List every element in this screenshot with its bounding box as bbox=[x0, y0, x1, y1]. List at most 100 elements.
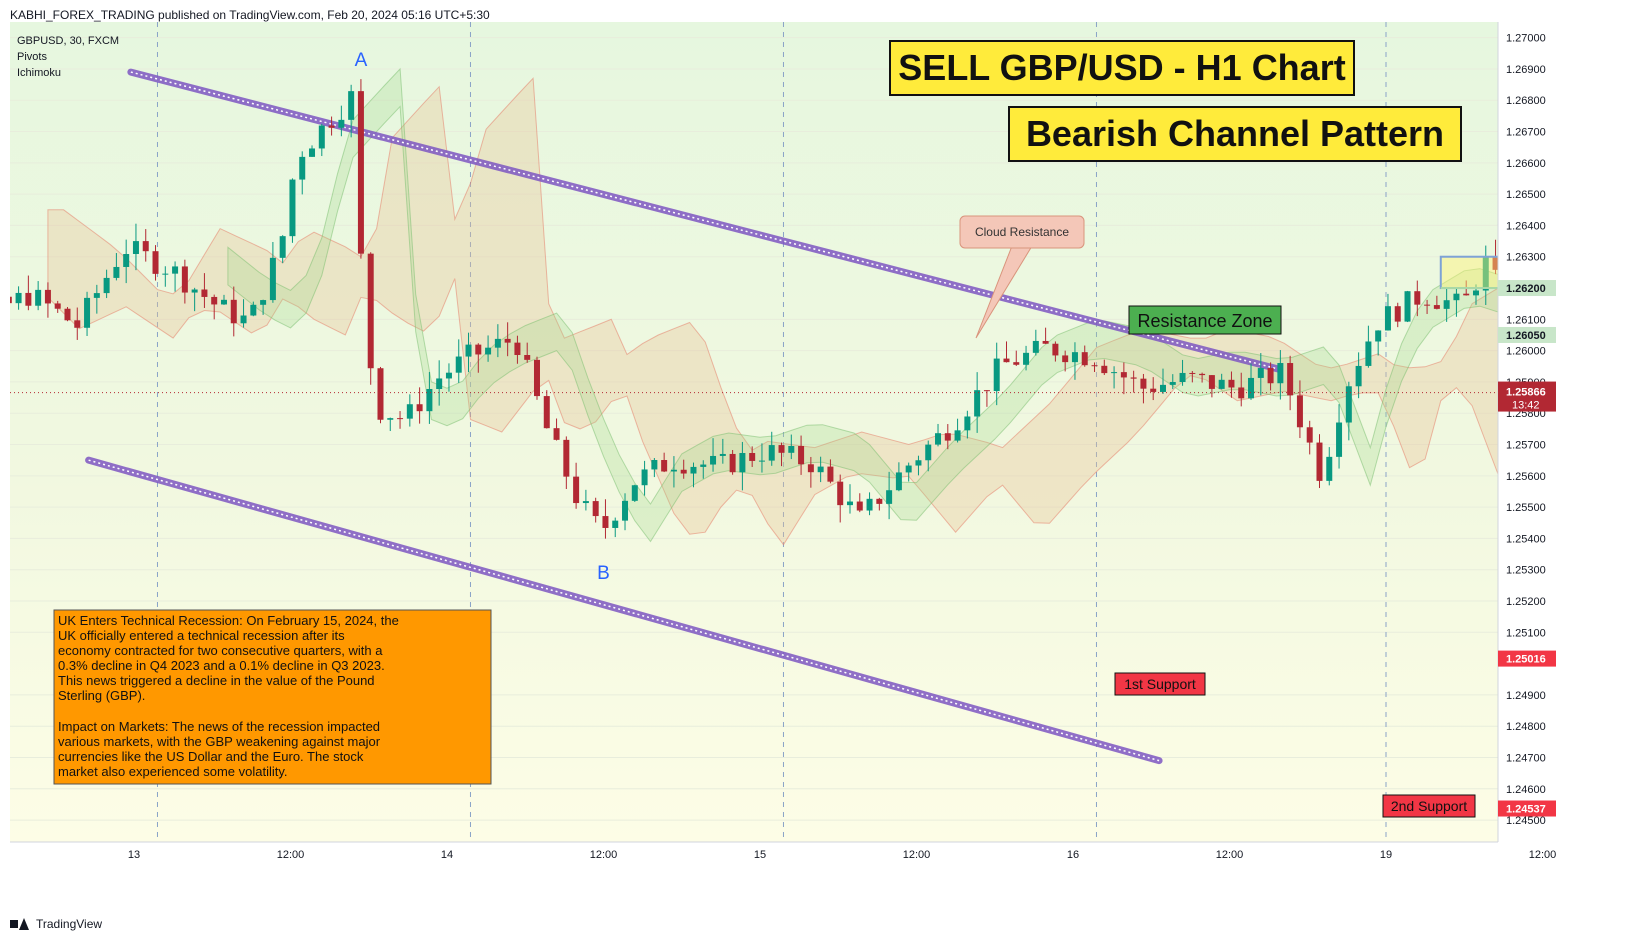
candle-body bbox=[592, 501, 599, 517]
candle-body bbox=[1443, 300, 1450, 309]
candle-body bbox=[211, 296, 218, 305]
candle-body bbox=[377, 368, 384, 420]
candle-body bbox=[651, 460, 658, 470]
candle-body bbox=[250, 304, 257, 316]
candle-body bbox=[1042, 340, 1049, 344]
candle-body bbox=[768, 445, 775, 461]
candle-body bbox=[74, 320, 81, 328]
candle-body bbox=[172, 266, 179, 274]
price-tick-label: 1.26600 bbox=[1506, 158, 1546, 170]
candle-body bbox=[856, 501, 863, 511]
candle-body bbox=[1013, 362, 1020, 365]
candle-body bbox=[886, 490, 893, 504]
candle-body bbox=[1199, 373, 1206, 376]
candle-body bbox=[103, 277, 110, 294]
cloud-resistance-label: Cloud Resistance bbox=[975, 225, 1069, 239]
candle-body bbox=[494, 338, 501, 348]
time-tick-label: 12:00 bbox=[590, 849, 618, 861]
candle-body bbox=[191, 289, 198, 293]
candle-body bbox=[925, 444, 932, 461]
chart-container[interactable]: ABCD GBPUSD, 30, FXCM Pivots Ichimoku SE… bbox=[0, 22, 1634, 912]
price-tick-label: 1.24500 bbox=[1506, 815, 1546, 827]
resistance-zone-tag: Resistance Zone bbox=[1128, 305, 1282, 335]
candle-body bbox=[1032, 340, 1039, 353]
candle-body bbox=[387, 418, 394, 420]
candle-body bbox=[944, 433, 951, 441]
candle-body bbox=[964, 416, 971, 431]
candle-body bbox=[1169, 382, 1176, 385]
candle-body bbox=[220, 299, 227, 305]
price-tick-label: 1.25100 bbox=[1506, 627, 1546, 639]
candle-body bbox=[1326, 456, 1333, 481]
price-tick-label: 1.25200 bbox=[1506, 596, 1546, 608]
price-chart[interactable]: ABCD GBPUSD, 30, FXCM Pivots Ichimoku SE… bbox=[0, 22, 1634, 912]
price-tick-label: 1.27000 bbox=[1506, 33, 1546, 45]
news-line-5: This news triggered a decline in the val… bbox=[58, 673, 375, 688]
price-tick-label: 1.25500 bbox=[1506, 502, 1546, 514]
news-line-3: economy contracted for two consecutive q… bbox=[58, 643, 383, 658]
time-tick-label: 13 bbox=[128, 849, 140, 861]
candle-body bbox=[1472, 290, 1479, 296]
candle-body bbox=[778, 445, 785, 453]
time-tick-label: 12:00 bbox=[903, 849, 931, 861]
candle-body bbox=[739, 452, 746, 473]
candle-body bbox=[35, 289, 42, 306]
price-tick-label: 1.26100 bbox=[1506, 314, 1546, 326]
candle-body bbox=[661, 460, 668, 472]
support-1-label: 1st Support bbox=[1124, 676, 1196, 692]
candle-body bbox=[240, 315, 247, 324]
candle-body bbox=[1071, 352, 1078, 363]
news-line-1: UK Enters Technical Recession: On Februa… bbox=[58, 613, 399, 628]
price-tick-label: 1.26800 bbox=[1506, 95, 1546, 107]
candle-body bbox=[974, 390, 981, 417]
candle-body bbox=[915, 460, 922, 466]
candle-body bbox=[338, 119, 345, 128]
candle-body bbox=[15, 292, 22, 304]
news-line-10: market also experienced some volatility. bbox=[58, 764, 288, 779]
candle-body bbox=[1306, 427, 1313, 443]
candle-body bbox=[1179, 372, 1186, 383]
candle-body bbox=[563, 439, 570, 477]
price-axis-background bbox=[1498, 22, 1560, 912]
price-tick-label: 1.24800 bbox=[1506, 721, 1546, 733]
axis-layer[interactable]: 1.27000 1.26900 1.26800 1.26700 1.26600 1.265… bbox=[10, 22, 1560, 912]
candle-body bbox=[426, 388, 433, 412]
tradingview-brand[interactable]: TradingView bbox=[10, 914, 102, 934]
candle-body bbox=[905, 465, 912, 473]
candle-body bbox=[895, 472, 902, 491]
candle-body bbox=[357, 91, 364, 254]
candle-body bbox=[680, 469, 687, 474]
candle-body bbox=[348, 91, 355, 120]
candle-body bbox=[1316, 442, 1323, 481]
candle-body bbox=[1003, 358, 1010, 363]
candle-body bbox=[1355, 365, 1362, 387]
candle-body bbox=[260, 300, 267, 305]
candle-body bbox=[1062, 355, 1069, 363]
candle-body bbox=[817, 466, 824, 473]
candle-body bbox=[1267, 368, 1274, 384]
candle-body bbox=[318, 125, 325, 149]
candle-body bbox=[749, 452, 756, 461]
candle-body bbox=[846, 501, 853, 506]
candle-body bbox=[465, 344, 472, 357]
candle-body bbox=[612, 520, 619, 528]
candle-body bbox=[719, 453, 726, 456]
candle-body bbox=[1482, 256, 1489, 291]
cloud-resistance-callout: Cloud Resistance bbox=[959, 215, 1085, 339]
candle-body bbox=[1101, 365, 1108, 374]
candle-body bbox=[181, 266, 188, 293]
candle-body bbox=[807, 464, 814, 473]
resistance-zone-label: Resistance Zone bbox=[1137, 311, 1272, 331]
legend-pivots: Pivots bbox=[17, 51, 47, 63]
current-price-label: 1.25866 bbox=[1506, 387, 1546, 399]
candle-body bbox=[416, 404, 423, 412]
pattern-point-A: A bbox=[355, 50, 368, 71]
support-2-tag: 2nd Support bbox=[1382, 794, 1476, 818]
candle-body bbox=[641, 469, 648, 486]
candle-body bbox=[54, 303, 61, 309]
price-badge-label-3: 1.25016 bbox=[1506, 654, 1546, 666]
candle-body bbox=[573, 476, 580, 504]
price-tick-label: 1.25300 bbox=[1506, 565, 1546, 577]
price-badge-1 bbox=[1498, 280, 1556, 297]
candle-body bbox=[1238, 387, 1245, 399]
